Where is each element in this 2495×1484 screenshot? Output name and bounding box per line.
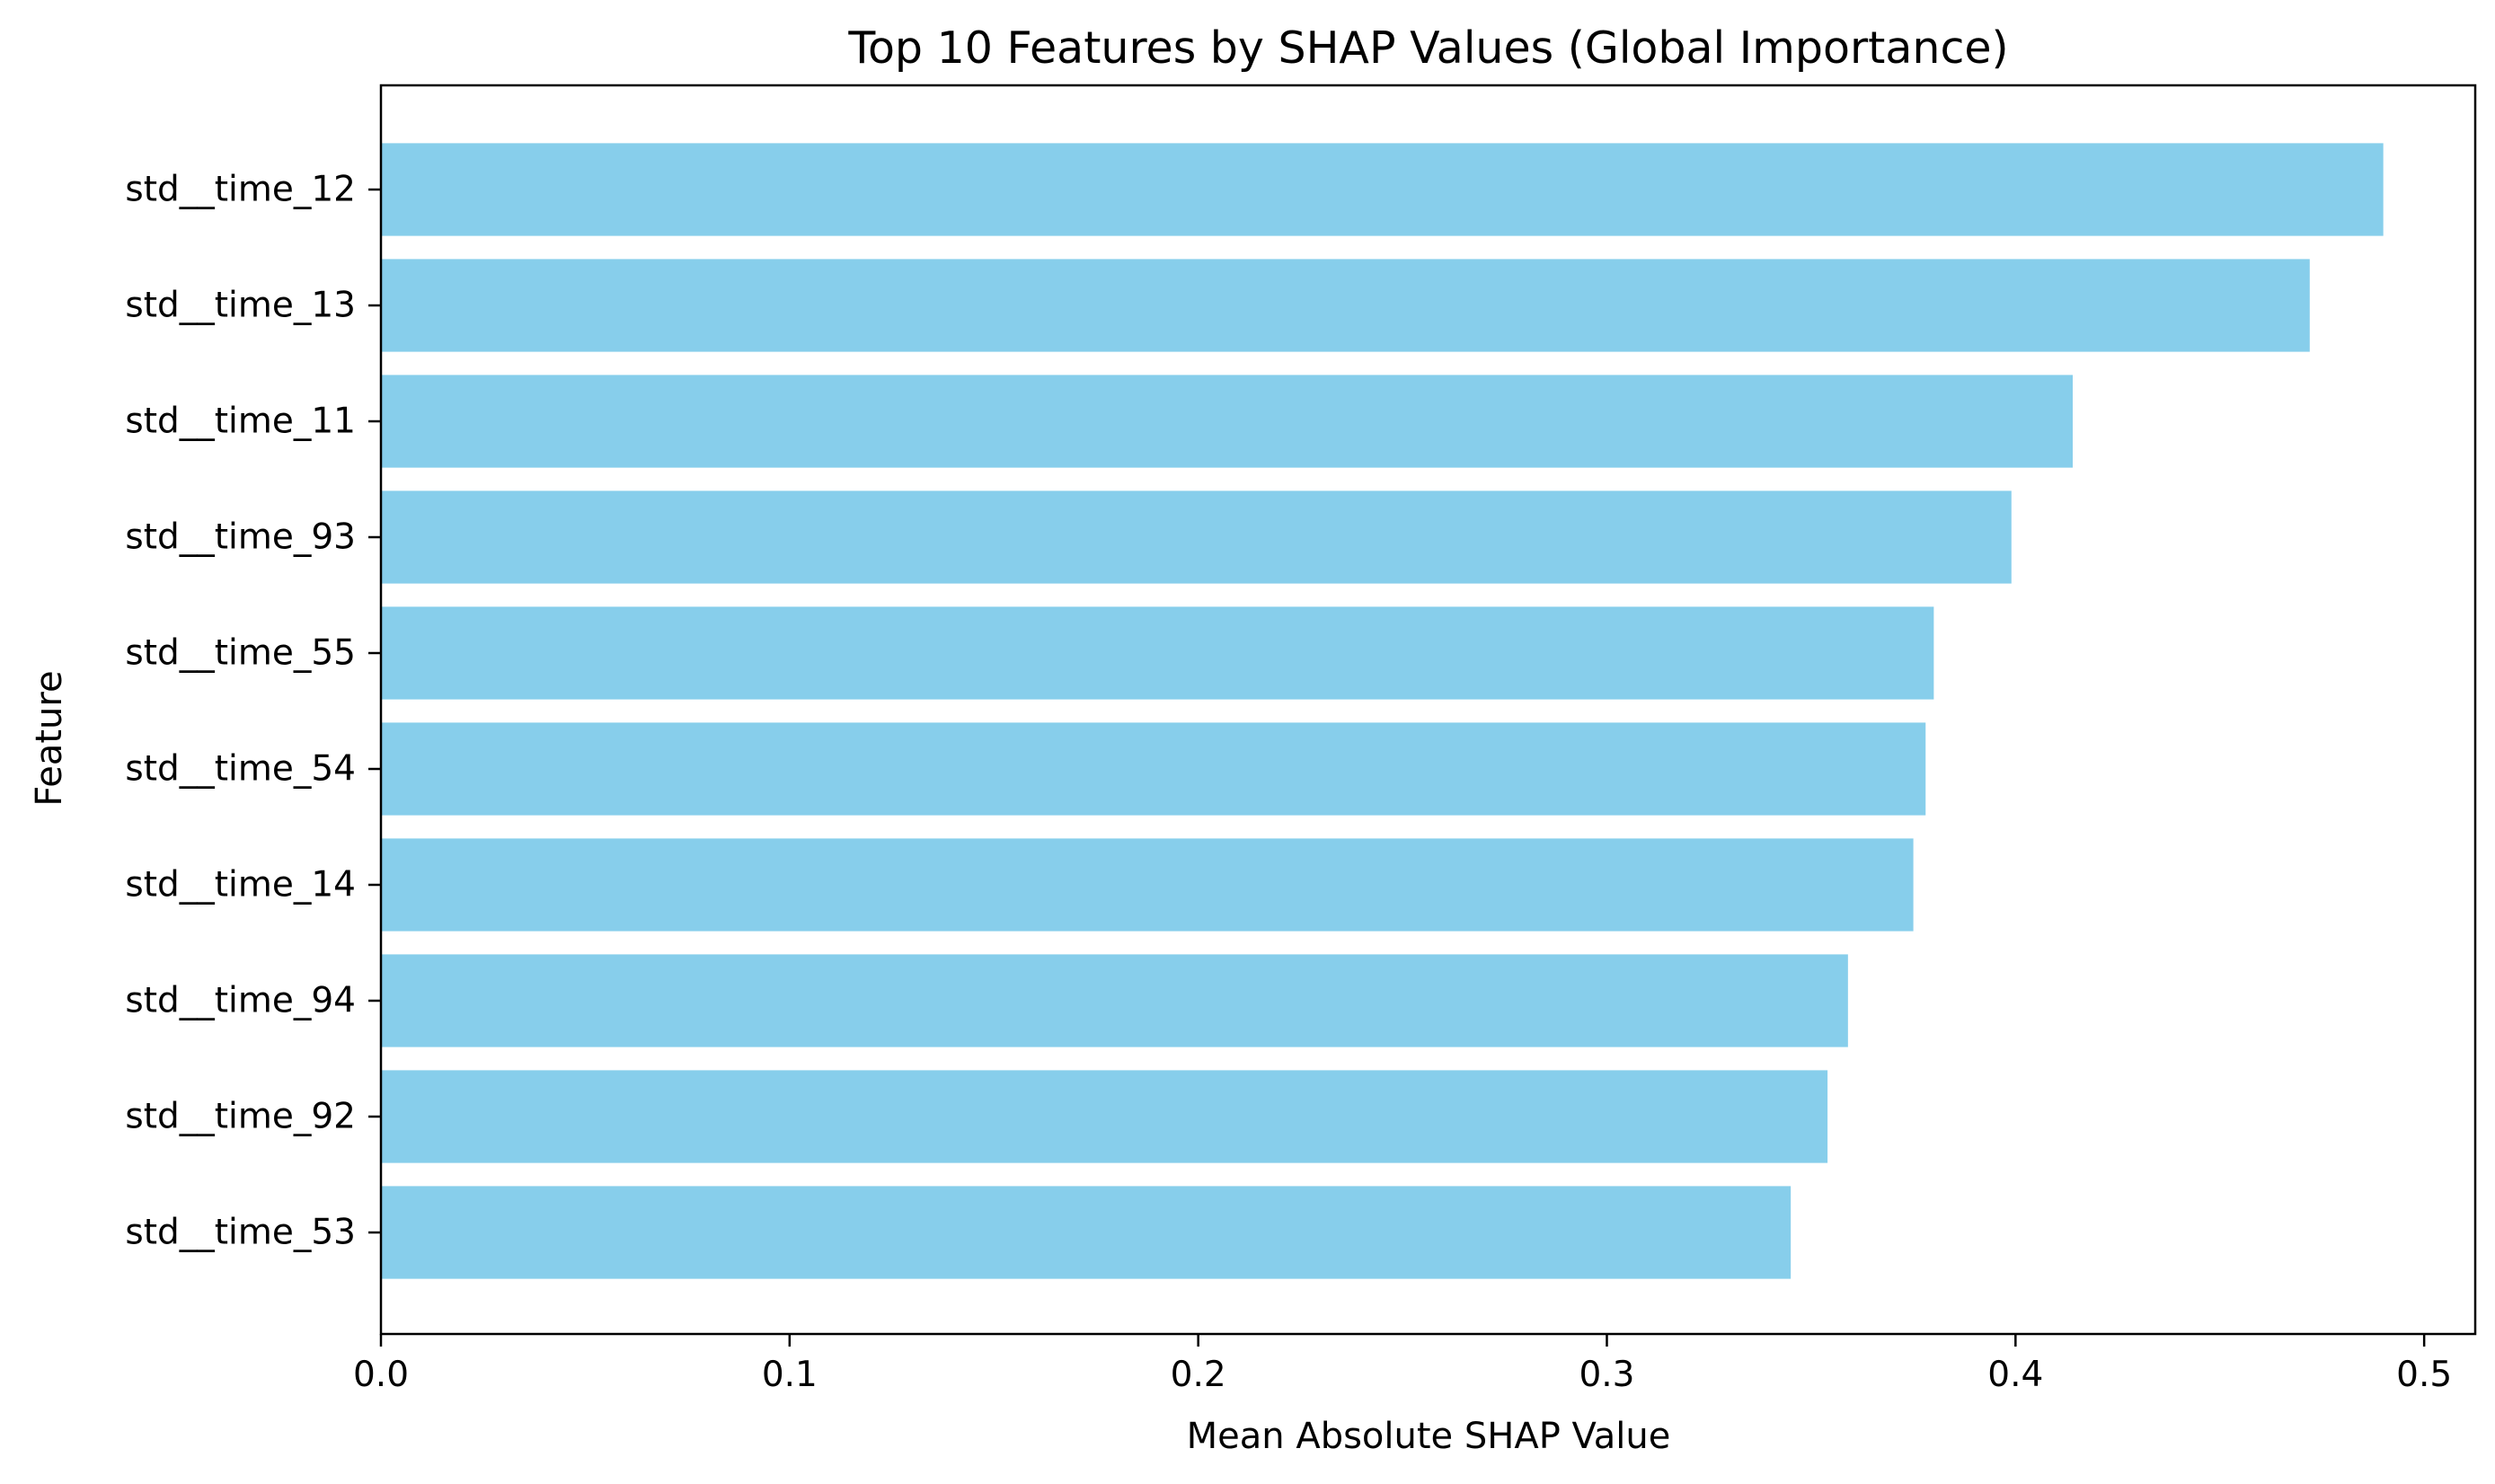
x-tick-label: 0.2 [1171, 1355, 1226, 1395]
x-tick-label: 0.5 [2396, 1355, 2452, 1395]
bar [381, 490, 2012, 584]
bar [381, 722, 1926, 816]
y-axis-label: Feature [29, 670, 70, 806]
y-tick-label: std__time_14 [125, 865, 356, 905]
x-tick-label: 0.0 [353, 1355, 409, 1395]
bar [381, 954, 1848, 1047]
x-ticks-group: 0.0 0.1 0.2 0.3 0.4 0.5 [353, 1334, 2452, 1395]
y-tick-label: std__time_13 [125, 286, 356, 326]
bar [381, 375, 2073, 468]
x-tick-label: 0.3 [1579, 1355, 1634, 1395]
chart-title: Top 10 Features by SHAP Values (Global I… [847, 22, 2008, 74]
y-tick-label: std__time_93 [125, 517, 356, 558]
y-ticks-group: std__time_12 std__time_13 std__time_11 std_… [125, 170, 381, 1253]
y-tick-label: std__time_92 [125, 1097, 356, 1137]
bar [381, 606, 1934, 700]
x-axis-label: Mean Absolute SHAP Value [1187, 1416, 1671, 1457]
y-tick-label: std__time_11 [125, 402, 356, 442]
bars-group [381, 143, 2384, 1279]
y-tick-label: std__time_55 [125, 633, 356, 674]
bar [381, 838, 1914, 932]
plot-area-frame [379, 84, 2477, 1336]
bar [381, 143, 2384, 236]
y-tick-label: std__time_12 [125, 170, 356, 210]
y-tick-label: std__time_94 [125, 981, 356, 1021]
x-tick-label: 0.4 [1987, 1355, 2043, 1395]
bar [381, 1186, 1792, 1279]
y-tick-label: std__time_54 [125, 749, 356, 790]
bar [381, 259, 2310, 352]
bar [381, 1070, 1828, 1163]
y-tick-label: std__time_53 [125, 1213, 356, 1253]
x-tick-label: 0.1 [762, 1355, 818, 1395]
